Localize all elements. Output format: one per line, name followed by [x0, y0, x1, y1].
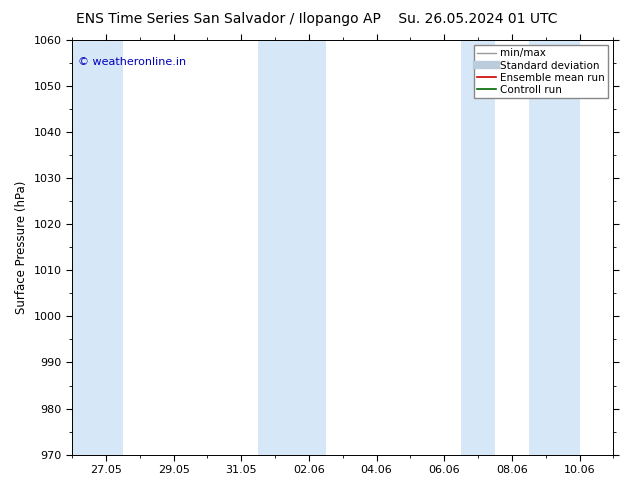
Bar [529, 40, 579, 455]
Bar [258, 40, 326, 455]
Text: ENS Time Series San Salvador / Ilopango AP    Su. 26.05.2024 01 UTC: ENS Time Series San Salvador / Ilopango … [76, 12, 558, 26]
Text: © weatheronline.in: © weatheronline.in [77, 57, 186, 67]
Bar [461, 40, 495, 455]
Bar [72, 40, 123, 455]
Legend: min/max, Standard deviation, Ensemble mean run, Controll run: min/max, Standard deviation, Ensemble me… [474, 46, 608, 98]
Y-axis label: Surface Pressure (hPa): Surface Pressure (hPa) [15, 181, 28, 314]
